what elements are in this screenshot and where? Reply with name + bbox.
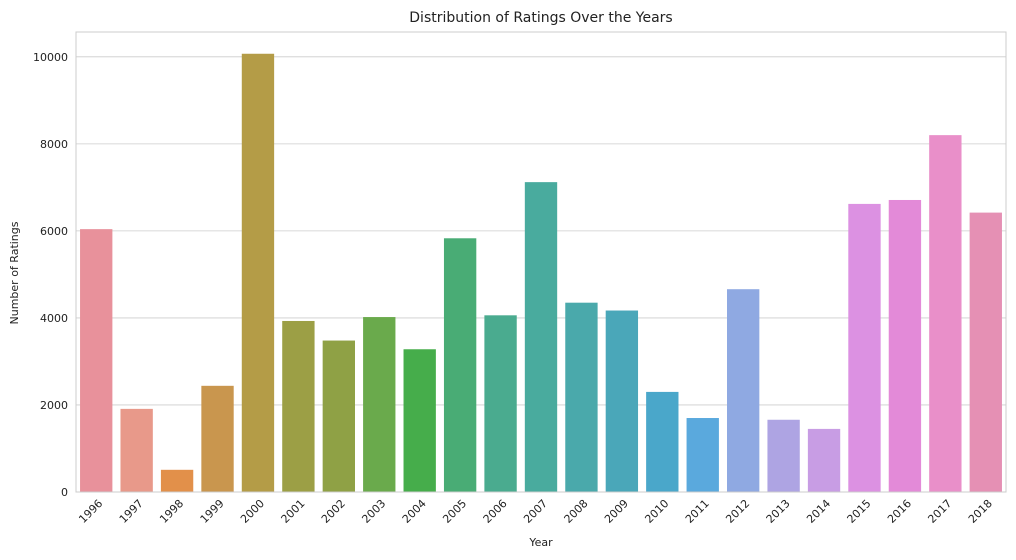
x-tick-label: 2003 <box>359 497 388 526</box>
plot-frame <box>75 31 1007 493</box>
bar-2003 <box>363 317 396 492</box>
x-tick-label: 2002 <box>319 497 348 526</box>
bar-1996 <box>80 229 113 492</box>
x-tick-label: 2018 <box>966 497 995 526</box>
bar-2006 <box>484 315 517 492</box>
bar-2000 <box>241 53 275 492</box>
x-tick-label: 2016 <box>885 497 914 526</box>
bar-2010 <box>646 391 679 492</box>
bar-2014 <box>807 428 841 492</box>
x-tick-label: 2015 <box>845 497 874 526</box>
bar-2007 <box>524 182 558 492</box>
x-axis-label: Year <box>528 536 553 549</box>
bar-2012 <box>727 289 760 492</box>
bar-2011 <box>686 418 719 492</box>
x-tick-label: 2006 <box>481 497 510 526</box>
x-tick-label: 2005 <box>440 497 469 526</box>
bar-2013 <box>767 419 800 492</box>
x-tick-label: 2007 <box>521 497 550 526</box>
y-tick-label: 0 <box>61 486 68 499</box>
bar-2004 <box>403 349 436 492</box>
chart-title: Distribution of Ratings Over the Years <box>409 10 672 26</box>
bar-2017 <box>929 135 962 492</box>
y-tick-labels: 0 2000 4000 6000 8000 10000 <box>33 51 68 499</box>
bar-2002 <box>322 340 355 492</box>
x-tick-label: 1996 <box>76 497 105 526</box>
x-tick-label: 2001 <box>279 497 308 526</box>
y-tick-label: 4000 <box>40 312 68 325</box>
x-tick-label: 2017 <box>925 497 954 526</box>
x-tick-label: 2010 <box>642 497 671 526</box>
x-tick-label: 1998 <box>157 497 186 526</box>
x-tick-label: 2008 <box>562 497 591 526</box>
y-tick-label: 8000 <box>40 138 68 151</box>
x-tick-label: 1997 <box>117 497 146 526</box>
x-tick-label: 2000 <box>238 497 267 526</box>
bar-1999 <box>201 385 234 492</box>
x-tick-label: 2012 <box>723 497 752 526</box>
bar-2015 <box>848 203 881 492</box>
x-tick-label: 2014 <box>804 497 833 526</box>
bars <box>80 53 1002 493</box>
y-tick-label: 10000 <box>33 51 68 64</box>
y-tick-label: 6000 <box>40 225 68 238</box>
bar-2001 <box>282 320 315 492</box>
y-tick-label: 2000 <box>40 399 68 412</box>
bar-2018 <box>969 212 1002 493</box>
bar-2009 <box>605 310 639 492</box>
x-tick-label: 2004 <box>400 497 429 526</box>
x-tick-label: 1999 <box>198 497 227 526</box>
bar-2008 <box>565 302 598 492</box>
y-axis-label: Number of Ratings <box>8 221 21 324</box>
x-tick-label: 2009 <box>602 497 631 526</box>
bar-1997 <box>120 408 153 492</box>
x-tick-labels: 1996 1997 1998 1999 2000 2001 2002 2003 2004 2005… <box>76 497 995 526</box>
bar-2005 <box>443 238 477 492</box>
x-tick-label: 2011 <box>683 497 712 526</box>
bar-1998 <box>160 469 194 492</box>
x-tick-label: 2013 <box>764 497 793 526</box>
bar-2016 <box>888 199 922 492</box>
